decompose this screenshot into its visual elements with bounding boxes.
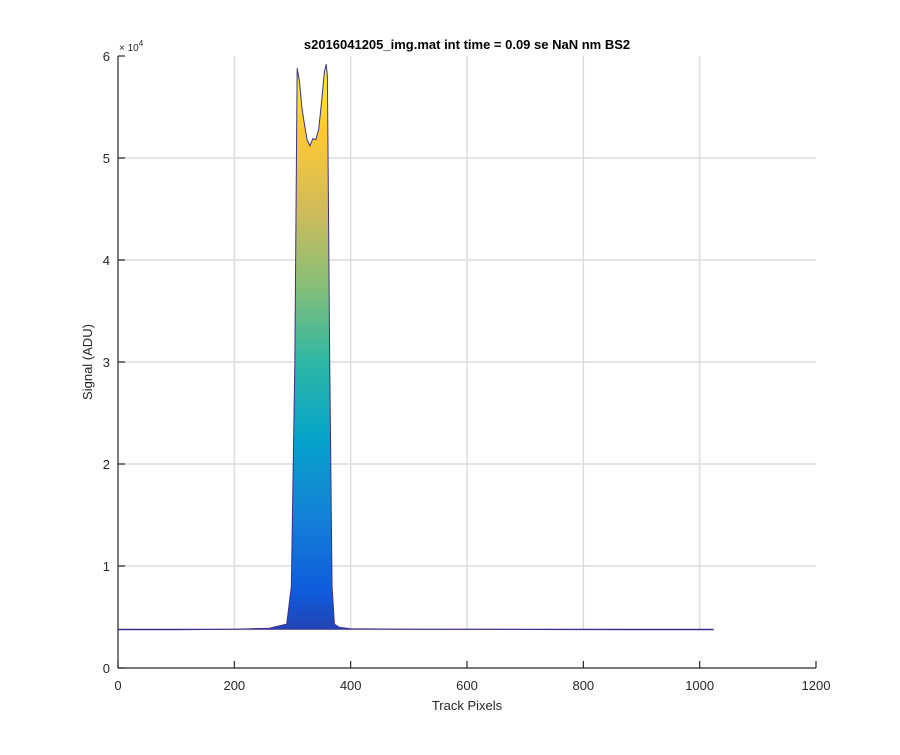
y-tick-label: 0 [103,661,110,676]
y-tick-label: 1 [103,559,110,574]
y-exponent-power: 4 [139,39,144,48]
x-axis-label: Track Pixels [432,698,503,713]
tick-labels: 0 200 400 600 800 1000 1200 0 1 2 3 4 5 6 [103,49,831,693]
x-tick-label: 200 [223,678,245,693]
y-axis-label: Signal (ADU) [80,324,95,400]
x-tick-label: 800 [572,678,594,693]
y-tick-label: 3 [103,355,110,370]
signal-outline [118,64,714,631]
y-tick-label: 5 [103,151,110,166]
y-tick-label: 2 [103,457,110,472]
x-tick-label: 1200 [802,678,831,693]
x-tick-label: 0 [114,678,121,693]
y-tick-label: 4 [103,253,110,268]
x-tick-label: 1000 [685,678,714,693]
y-exponent-label: × 104 [119,39,144,54]
grid-lines [118,56,816,668]
x-tick-label: 600 [456,678,478,693]
y-exponent-base: × 10 [119,43,139,54]
axes [117,55,817,669]
chart-title: s2016041205_img.mat int time = 0.09 se N… [304,37,630,52]
y-tick-label: 6 [103,49,110,64]
x-tick-label: 400 [340,678,362,693]
